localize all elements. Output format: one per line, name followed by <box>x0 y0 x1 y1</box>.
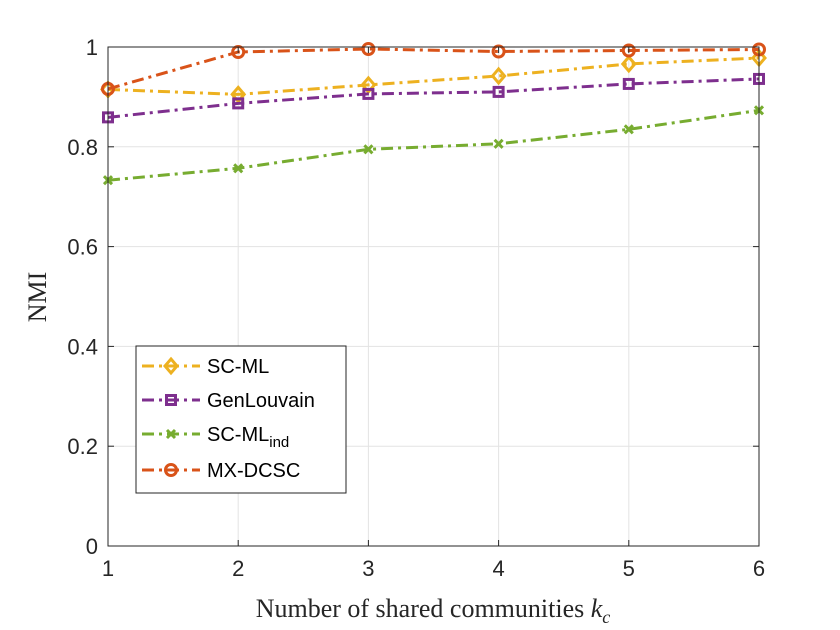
data-point-mx-dcsc <box>231 44 246 59</box>
legend-label-subscript: ind <box>269 434 289 451</box>
data-point-sc-ml <box>490 66 507 86</box>
axes-box <box>107 46 760 547</box>
legend-label: SC-ML <box>207 356 269 378</box>
series-line-sc-ml <box>107 56 760 96</box>
legend-marker <box>163 356 179 376</box>
data-point-sc-ml-ind <box>493 138 504 149</box>
x-tick-label: 1 <box>102 556 114 581</box>
x-tick-label: 2 <box>232 556 244 581</box>
axis-ticks: 1 2 3 4 5 6 0 0.2 0.4 0.6 0.8 1 <box>67 35 765 581</box>
data-point-sc-ml <box>230 85 247 104</box>
legend-label-text: SC-ML <box>207 424 269 446</box>
x-axis-title-sub: c <box>602 607 610 627</box>
legend-item-mx-dcsc: MX-DCSC <box>142 460 300 482</box>
data-point-mx-dcsc <box>361 41 376 56</box>
data-point-genlouvain <box>622 77 635 90</box>
legend-item-sc-ml: SC-ML <box>142 356 269 378</box>
data-point-mx-dcsc <box>621 43 636 58</box>
data-point-genlouvain <box>362 87 375 100</box>
x-axis-title-text: Number of shared communities <box>256 594 585 623</box>
series-line-sc-ml-ind <box>107 108 760 182</box>
legend-label: MX-DCSC <box>207 460 300 482</box>
x-tick-label: 4 <box>492 556 504 581</box>
legend-label: SC-MLind <box>207 424 289 451</box>
series-line-genlouvain <box>107 77 760 119</box>
legend-marker <box>165 428 177 440</box>
legend-item-genlouvain: GenLouvain <box>142 390 315 412</box>
legend-marker <box>165 394 177 406</box>
data-point-genlouvain <box>232 97 245 110</box>
x-axis-title-var: k <box>591 594 603 623</box>
y-tick-label: 0.2 <box>67 434 98 459</box>
data-point-genlouvain <box>492 85 505 98</box>
y-tick-label: 0.8 <box>67 135 98 160</box>
data-point-sc-ml <box>360 75 377 95</box>
y-tick-label: 0.6 <box>67 235 98 260</box>
y-tick-label: 0 <box>86 534 98 559</box>
series-layer <box>100 41 767 186</box>
series-sc-ml-ind <box>102 105 765 186</box>
x-axis-title: Number of shared communities kc <box>256 594 611 627</box>
data-point-sc-ml-ind <box>623 124 634 135</box>
legend-label: GenLouvain <box>207 390 315 412</box>
series-line-mx-dcsc <box>107 47 760 91</box>
data-point-sc-ml <box>620 54 637 74</box>
legend-item-sc-ml-ind: SC-MLind <box>142 424 289 451</box>
x-tick-label: 5 <box>623 556 635 581</box>
y-tick-label: 1 <box>86 35 98 60</box>
x-tick-label: 3 <box>362 556 374 581</box>
x-tick-label: 6 <box>753 556 765 581</box>
data-point-sc-ml-ind <box>363 144 374 155</box>
legend-marker <box>164 463 178 477</box>
legend-label-text: MX-DCSC <box>207 460 300 482</box>
legend-label-text: GenLouvain <box>207 390 315 412</box>
data-point-mx-dcsc <box>491 44 506 59</box>
legend-label-text: SC-ML <box>207 356 269 378</box>
y-tick-label: 0.4 <box>67 334 98 359</box>
y-axis-title: NMI <box>23 272 52 323</box>
data-point-sc-ml-ind <box>233 163 244 174</box>
